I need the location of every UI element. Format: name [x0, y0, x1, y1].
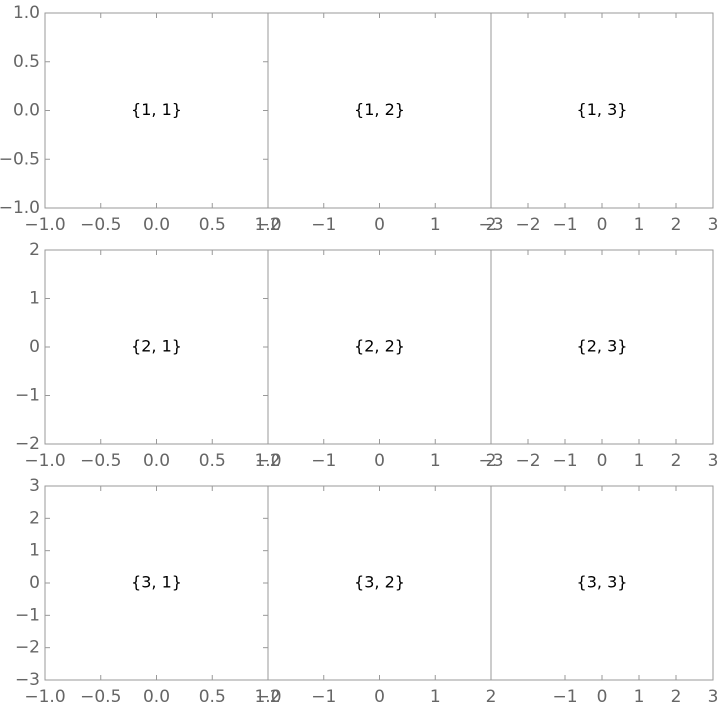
x-tick-label: −1.0 [24, 687, 65, 707]
x-tick-label: 0.5 [199, 215, 226, 235]
x-tick-label: −2 [255, 215, 280, 235]
x-tick-label: 0 [597, 215, 608, 235]
x-tick-label: 2 [486, 215, 497, 235]
x-tick-label: −2 [255, 451, 280, 471]
x-tick-label: −2 [255, 687, 280, 707]
x-tick-label: 0 [374, 687, 385, 707]
y-tick-label: 0.0 [13, 101, 40, 121]
y-tick-label: −1.0 [0, 198, 40, 218]
x-tick-label: 0.5 [199, 451, 226, 471]
y-tick-label: 0 [29, 573, 40, 593]
y-tick-label: −2 [15, 638, 40, 658]
x-tick-label: −1.0 [24, 215, 65, 235]
y-tick-label: 1 [29, 541, 40, 561]
panel-label: {1, 1} [131, 100, 182, 119]
y-tick-label: 0.5 [13, 52, 40, 72]
x-tick-label: 1 [634, 451, 645, 471]
y-tick-label: 3 [29, 476, 40, 496]
x-tick-label: −3 [478, 451, 503, 471]
x-tick-label: 2 [671, 451, 682, 471]
x-tick-label: 3 [708, 687, 719, 707]
x-tick-label: 1 [430, 451, 441, 471]
y-tick-label: 0 [29, 337, 40, 357]
panel-label: {3, 3} [577, 573, 628, 592]
x-tick-label: 1.0 [254, 687, 281, 707]
x-tick-label: 0.0 [143, 451, 170, 471]
x-tick-label: 1 [430, 215, 441, 235]
panel-label: {3, 1} [131, 573, 182, 592]
x-tick-label: −2 [515, 215, 540, 235]
x-tick-label: 1 [634, 687, 645, 707]
panel-label: {2, 2} [354, 337, 405, 356]
panel-label: {3, 2} [354, 573, 405, 592]
y-tick-label: 1 [29, 289, 40, 309]
x-tick-label: −2 [515, 451, 540, 471]
y-tick-label: −3 [15, 670, 40, 690]
panel-label: {2, 1} [131, 337, 182, 356]
x-tick-label: 1.0 [254, 215, 281, 235]
panel-label: {1, 3} [577, 100, 628, 119]
x-tick-label: −0.5 [80, 215, 121, 235]
x-tick-label: 0 [374, 451, 385, 471]
y-tick-label: 1.0 [13, 3, 40, 23]
x-tick-label: 0 [597, 687, 608, 707]
y-tick-label: −1 [15, 386, 40, 406]
x-tick-label: 2 [671, 215, 682, 235]
x-tick-label: −1.0 [24, 451, 65, 471]
x-tick-label: −1 [311, 687, 336, 707]
y-tick-label: −2 [15, 434, 40, 454]
x-tick-label: 0.0 [143, 687, 170, 707]
y-tick-label: 2 [29, 240, 40, 260]
x-tick-label: 2 [671, 687, 682, 707]
x-tick-label: −1 [552, 687, 577, 707]
x-tick-label: 1 [430, 687, 441, 707]
x-tick-label: −3 [478, 215, 503, 235]
x-tick-label: −1 [552, 215, 577, 235]
x-tick-label: −0.5 [80, 451, 121, 471]
x-tick-label: −1 [552, 451, 577, 471]
x-tick-label: 3 [708, 451, 719, 471]
x-tick-label: −1 [311, 215, 336, 235]
x-tick-label: −0.5 [80, 687, 121, 707]
x-tick-label: 0 [374, 215, 385, 235]
x-tick-label: 1 [634, 215, 645, 235]
x-tick-label: 1.0 [254, 451, 281, 471]
panel-label: {2, 3} [577, 337, 628, 356]
y-tick-label: −1 [15, 605, 40, 625]
x-tick-label: 0 [597, 451, 608, 471]
x-tick-label: 2 [486, 687, 497, 707]
x-tick-label: 0.0 [143, 215, 170, 235]
x-tick-label: −1 [311, 451, 336, 471]
y-tick-label: 2 [29, 508, 40, 528]
y-tick-label: −0.5 [0, 149, 40, 169]
x-tick-label: 0.5 [199, 687, 226, 707]
panel-label: {1, 2} [354, 100, 405, 119]
x-tick-label: 3 [708, 215, 719, 235]
x-tick-label: 2 [486, 451, 497, 471]
